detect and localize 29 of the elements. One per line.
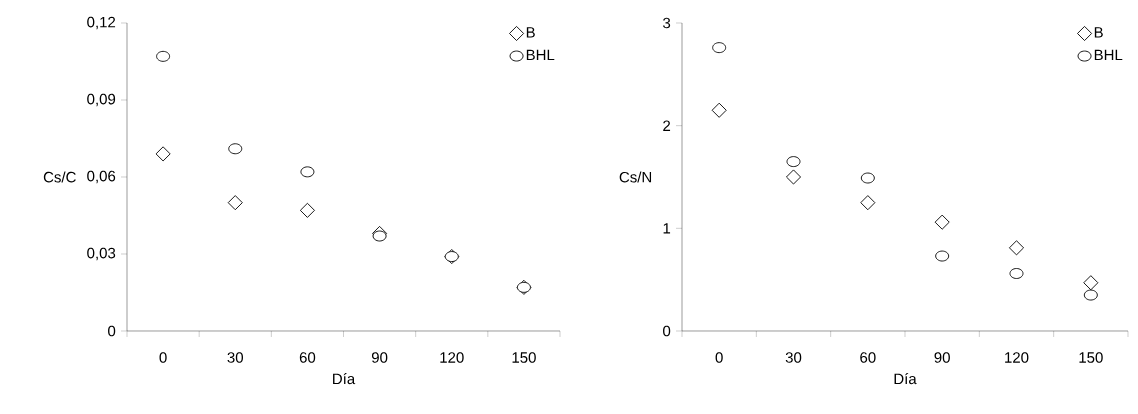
legend-label: B bbox=[526, 27, 535, 38]
x-tick-label: 150 bbox=[1079, 352, 1103, 363]
y-tick-label: 2 bbox=[663, 120, 671, 131]
y-tick-label: 0 bbox=[663, 325, 671, 337]
y-tick-label: 0,12 bbox=[87, 16, 116, 30]
x-tick-label: 30 bbox=[227, 352, 244, 363]
x-tick-label: 0 bbox=[159, 352, 167, 363]
y-axis-title: Cs/N bbox=[619, 171, 652, 183]
y-axis-title: Cs/C bbox=[43, 171, 76, 183]
x-tick-label: 120 bbox=[1005, 352, 1029, 363]
y-tick-label: 3 bbox=[663, 17, 671, 29]
x-tick-label: 60 bbox=[299, 352, 316, 363]
y-tick-label: 0,09 bbox=[87, 93, 116, 107]
x-tick-label: 30 bbox=[785, 352, 802, 363]
legend-label: B bbox=[1094, 27, 1103, 38]
y-tick-label: 1 bbox=[663, 223, 671, 234]
x-tick-label: 120 bbox=[440, 352, 464, 363]
y-tick-label: 0,03 bbox=[87, 247, 116, 261]
x-tick-label: 60 bbox=[860, 352, 876, 363]
y-tick-label: 0,06 bbox=[87, 170, 116, 184]
x-tick-label: 150 bbox=[512, 352, 536, 363]
x-axis-title: Día bbox=[894, 373, 917, 385]
x-axis-title: Día bbox=[333, 373, 356, 385]
x-tick-label: 0 bbox=[715, 352, 723, 363]
x-tick-label: 90 bbox=[371, 352, 388, 363]
x-tick-label: 90 bbox=[934, 352, 950, 363]
legend-label: BHL bbox=[1094, 49, 1123, 61]
legend-label: BHL bbox=[526, 49, 555, 61]
y-tick-label: 0 bbox=[108, 325, 116, 337]
